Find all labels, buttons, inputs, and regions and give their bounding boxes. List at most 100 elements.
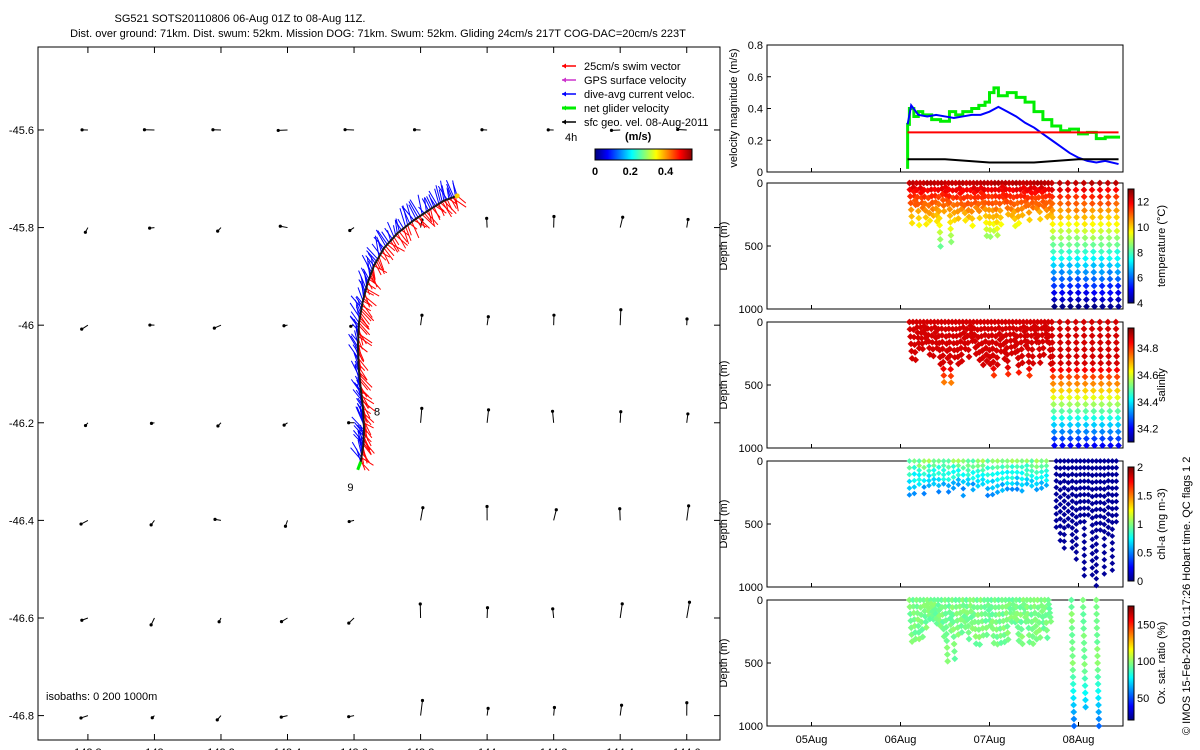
- section-point: [1113, 491, 1120, 498]
- section-colorbar-strip: [1128, 390, 1134, 392]
- section-point: [1057, 248, 1065, 255]
- section-colorbar-strip: [1128, 300, 1134, 302]
- section-point: [1053, 504, 1060, 511]
- section-point: [1057, 516, 1064, 522]
- section-colorbar-strip: [1128, 190, 1134, 192]
- section-colorbar-strip: [1128, 684, 1134, 686]
- colorbar-frame: [594, 148, 693, 161]
- section-point: [1056, 186, 1064, 194]
- dac-vector: [395, 218, 400, 232]
- section-point: [1058, 296, 1066, 304]
- dac-vector: [447, 188, 452, 199]
- map-xtick-label: 142.8: [74, 747, 102, 750]
- geo-velocity-arrowhead: [551, 607, 555, 611]
- section-point: [1113, 227, 1121, 235]
- section-point: [1090, 414, 1098, 422]
- section-point: [1105, 359, 1113, 367]
- map-ytick-label: -46.4: [9, 515, 34, 527]
- section-point: [1113, 498, 1120, 505]
- section-point: [938, 179, 945, 187]
- section-colorbar-strip: [1128, 196, 1134, 198]
- dac-vector: [377, 230, 388, 245]
- section-colorbar-strip: [1128, 416, 1134, 418]
- section-point: [965, 346, 972, 354]
- section-point: [1115, 303, 1122, 310]
- geo-velocity-arrowhead: [420, 313, 424, 317]
- section-colorbar-tick: 0: [1137, 576, 1143, 588]
- credit-text: © IMOS 15-Feb-2019 01:17:26 Hobart time.…: [1181, 457, 1193, 735]
- section-colorbar-strip: [1128, 432, 1134, 434]
- section-point: [1069, 498, 1076, 504]
- geo-velocity-arrowhead: [283, 524, 288, 528]
- section-point: [1065, 472, 1072, 479]
- section-colorbar-strip: [1128, 539, 1134, 541]
- colorbar-strip: [636, 149, 638, 160]
- section-point: [1068, 603, 1075, 611]
- colorbar-strip: [655, 149, 657, 160]
- section-colorbar-strip: [1128, 293, 1134, 295]
- section-point: [1053, 478, 1060, 484]
- section-colorbar-strip: [1128, 510, 1134, 512]
- section-point: [1065, 207, 1072, 214]
- section-point: [1093, 492, 1100, 499]
- section-point: [1104, 325, 1112, 333]
- legend-label: GPS surface velocity: [584, 75, 687, 87]
- section-point: [1082, 407, 1090, 415]
- dac-vector: [402, 205, 409, 226]
- dac-vector: [423, 197, 427, 212]
- section-point: [1089, 359, 1097, 367]
- swim-vector: [360, 312, 370, 325]
- section-colorbar-tick: 34.2: [1137, 424, 1158, 436]
- swim-vector: [398, 231, 408, 243]
- section-point: [1093, 472, 1100, 478]
- geo-velocity-arrowhead: [148, 323, 152, 327]
- section-point: [980, 318, 988, 326]
- section-point: [1082, 435, 1090, 443]
- geo-velocity-arrowhead: [149, 421, 154, 426]
- section-colorbar-strip: [1128, 199, 1134, 201]
- section-point: [1065, 373, 1073, 381]
- dac-vector: [408, 204, 417, 220]
- section-colorbar-strip: [1128, 351, 1134, 353]
- section-point: [1058, 261, 1065, 269]
- time-tick-label: 06Aug: [885, 734, 917, 746]
- section-point: [1105, 346, 1112, 353]
- geo-velocity-arrow: [486, 409, 490, 423]
- section-colorbar-strip: [1128, 505, 1134, 507]
- section-colorbar-strip: [1128, 490, 1134, 492]
- section-point: [1049, 241, 1057, 249]
- velocity-ylabel: velocity magnitude (m/s): [728, 48, 740, 167]
- section-colorbar-strip: [1128, 468, 1134, 470]
- dac-vector: [348, 333, 359, 351]
- section-colorbar-strip: [1128, 495, 1134, 497]
- section-point: [979, 467, 986, 474]
- swim-vector: [362, 300, 371, 306]
- section-point: [1101, 500, 1108, 507]
- colorbar-strip: [641, 149, 643, 160]
- section-colorbar-strip: [1128, 254, 1134, 256]
- section-point: [1093, 617, 1101, 625]
- section-colorbar-strip: [1128, 692, 1134, 694]
- section-point: [1085, 464, 1092, 471]
- section-point: [1093, 520, 1100, 527]
- section-point: [1093, 458, 1100, 464]
- section-point: [1053, 497, 1060, 504]
- swim-vector: [361, 452, 370, 463]
- section-point: [1101, 472, 1108, 478]
- section-colorbar-strip: [1128, 549, 1134, 551]
- section-point: [1093, 568, 1100, 575]
- section-point: [926, 458, 932, 464]
- section-point: [955, 476, 962, 483]
- section-point: [1093, 499, 1100, 506]
- section-colorbar-strip: [1128, 477, 1134, 479]
- section-colorbar-strip: [1128, 208, 1134, 210]
- section-point: [1061, 505, 1068, 511]
- section-colorbar-strip: [1128, 340, 1134, 342]
- section-colorbar-strip: [1128, 212, 1134, 214]
- section-point: [1081, 346, 1088, 353]
- colorbar-strip: [639, 149, 641, 160]
- section-point: [1085, 491, 1092, 498]
- section-point: [959, 179, 967, 187]
- section-colorbar-strip: [1128, 257, 1134, 259]
- dac-vector: [386, 230, 392, 241]
